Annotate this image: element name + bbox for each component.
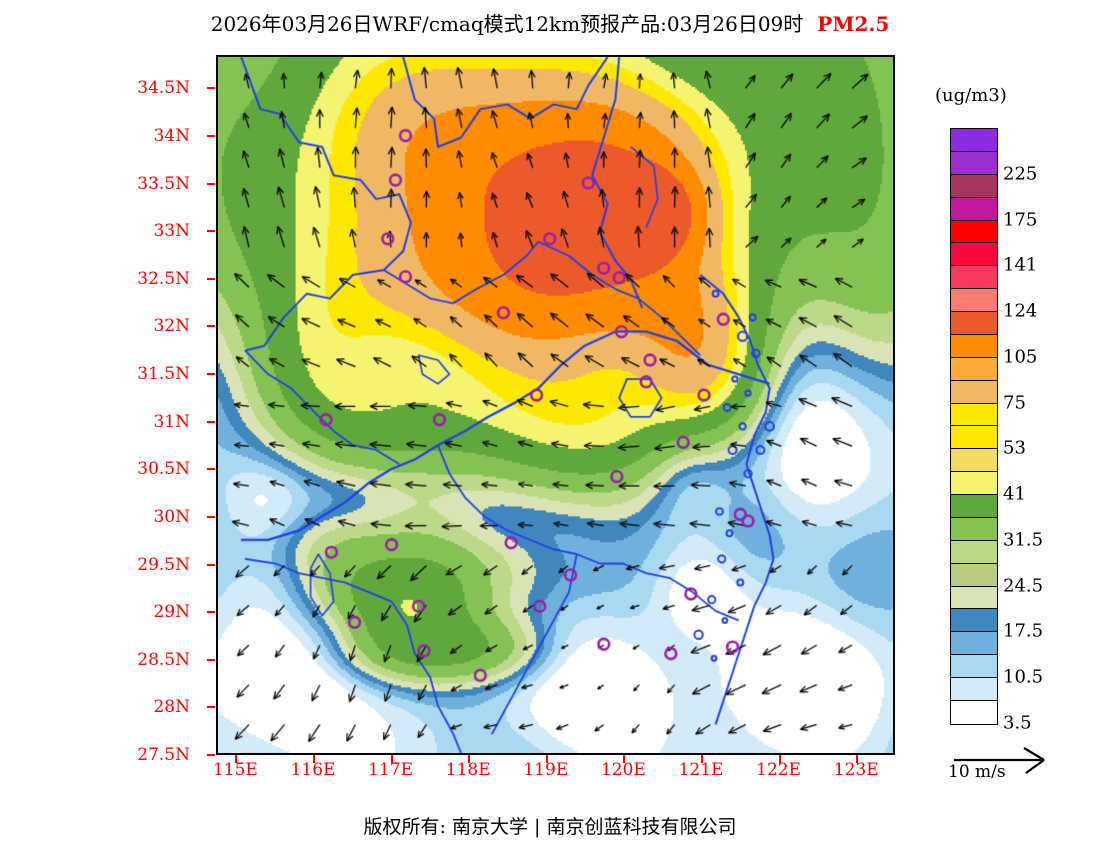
colorbar-segment[interactable] (951, 564, 997, 587)
lon-tick-mark (235, 755, 237, 763)
title-species-label: PM2.5 (817, 12, 889, 36)
colorbar-segment[interactable] (951, 266, 997, 289)
lon-tick-mark (468, 755, 470, 763)
colorbar-segment[interactable] (951, 289, 997, 312)
lon-tick-label: 115E (213, 760, 258, 780)
colorbar-tick-label: 10.5 (1003, 667, 1043, 688)
colorbar-unit-label: (ug/m3) (935, 85, 1007, 106)
lat-tick-label: 28.5N (137, 650, 190, 670)
colorbar-tick-label: 31.5 (1003, 529, 1043, 550)
lat-tick-label: 32N (153, 316, 190, 336)
lat-tick-label: 34.5N (137, 78, 190, 98)
colorbar-tick-label: 141 (1003, 255, 1037, 276)
colorbar-segment[interactable] (951, 472, 997, 495)
colorbar-segment[interactable] (951, 655, 997, 678)
colorbar-segment[interactable] (951, 175, 997, 198)
lon-tick-label: 118E (446, 760, 491, 780)
colorbar-segment[interactable] (951, 518, 997, 541)
colorbar-tick-label: 24.5 (1003, 575, 1043, 596)
colorbar-segment[interactable] (951, 312, 997, 335)
colorbar-tick-label: 17.5 (1003, 621, 1043, 642)
lat-tick-mark (207, 468, 215, 470)
colorbar-tick-label: 53 (1003, 438, 1026, 459)
lat-tick-mark (207, 659, 215, 661)
lon-tick-label: 119E (523, 760, 568, 780)
colorbar-tick-label: 3.5 (1003, 713, 1032, 734)
colorbar-segment[interactable] (951, 449, 997, 472)
colorbar-segment[interactable] (951, 129, 997, 152)
lat-tick-mark (207, 754, 215, 756)
colorbar-tick-label: 124 (1003, 301, 1037, 322)
colorbar-segment[interactable] (951, 335, 997, 358)
lat-tick-label: 27.5N (137, 745, 190, 765)
lat-tick-mark (207, 135, 215, 137)
colorbar-segment[interactable] (951, 358, 997, 381)
colorbar-segment[interactable] (951, 221, 997, 244)
lat-tick-label: 29N (153, 602, 190, 622)
colorbar-tick-label: 75 (1003, 392, 1026, 413)
colorbar-segment[interactable] (951, 152, 997, 175)
lat-tick-label: 30N (153, 507, 190, 527)
lat-tick-mark (207, 373, 215, 375)
lat-tick-mark (207, 564, 215, 566)
lat-tick-label: 33.5N (137, 174, 190, 194)
colorbar-segment[interactable] (951, 198, 997, 221)
lat-tick-label: 34N (153, 126, 190, 146)
lon-tick-label: 123E (834, 760, 879, 780)
lat-tick-label: 31.5N (137, 364, 190, 384)
lat-tick-mark (207, 87, 215, 89)
lat-tick-mark (207, 516, 215, 518)
map-plot-area[interactable] (216, 55, 895, 755)
lon-tick-label: 117E (368, 760, 413, 780)
lon-tick-mark (856, 755, 858, 763)
colorbar-segment[interactable] (951, 426, 997, 449)
lat-tick-mark (207, 611, 215, 613)
lon-tick-label: 122E (756, 760, 801, 780)
lon-tick-mark (546, 755, 548, 763)
lat-tick-mark (207, 421, 215, 423)
colorbar-segment[interactable] (951, 701, 997, 724)
colorbar-tick-label: 175 (1003, 209, 1037, 230)
lon-tick-mark (623, 755, 625, 763)
colorbar-tick-label: 41 (1003, 484, 1026, 505)
colorbar-segment[interactable] (951, 243, 997, 266)
lon-tick-mark (391, 755, 393, 763)
colorbar[interactable] (950, 128, 998, 725)
wind-reference-label: 10 m/s (948, 762, 1006, 782)
lat-tick-label: 29.5N (137, 555, 190, 575)
lat-tick-label: 30.5N (137, 459, 190, 479)
copyright-footer: 版权所有: 南京大学 | 南京创蓝科技有限公司 (0, 812, 1100, 839)
pm25-contour-map[interactable] (218, 57, 893, 753)
lat-tick-label: 28N (153, 697, 190, 717)
lon-tick-label: 116E (291, 760, 336, 780)
colorbar-segment[interactable] (951, 404, 997, 427)
colorbar-segment[interactable] (951, 381, 997, 404)
colorbar-segment[interactable] (951, 541, 997, 564)
colorbar-segment[interactable] (951, 587, 997, 610)
lat-tick-mark (207, 183, 215, 185)
page-title: 2026年03月26日WRF/cmaq模式12km预报产品:03月26日09时 P… (0, 8, 1100, 37)
lat-tick-mark (207, 706, 215, 708)
lon-tick-label: 121E (679, 760, 724, 780)
lon-tick-mark (701, 755, 703, 763)
lat-tick-label: 33N (153, 221, 190, 241)
colorbar-tick-label: 105 (1003, 346, 1037, 367)
lon-tick-mark (779, 755, 781, 763)
lat-tick-mark (207, 325, 215, 327)
lon-tick-label: 120E (601, 760, 646, 780)
lat-tick-label: 31N (153, 412, 190, 432)
lat-tick-label: 32.5N (137, 269, 190, 289)
lat-tick-mark (207, 230, 215, 232)
lat-tick-mark (207, 278, 215, 280)
colorbar-segment[interactable] (951, 632, 997, 655)
colorbar-segment[interactable] (951, 609, 997, 632)
title-main-text: 2026年03月26日WRF/cmaq模式12km预报产品:03月26日09时 (211, 12, 804, 36)
colorbar-segment[interactable] (951, 495, 997, 518)
lon-tick-mark (313, 755, 315, 763)
colorbar-tick-label: 225 (1003, 163, 1037, 184)
colorbar-segment[interactable] (951, 678, 997, 701)
